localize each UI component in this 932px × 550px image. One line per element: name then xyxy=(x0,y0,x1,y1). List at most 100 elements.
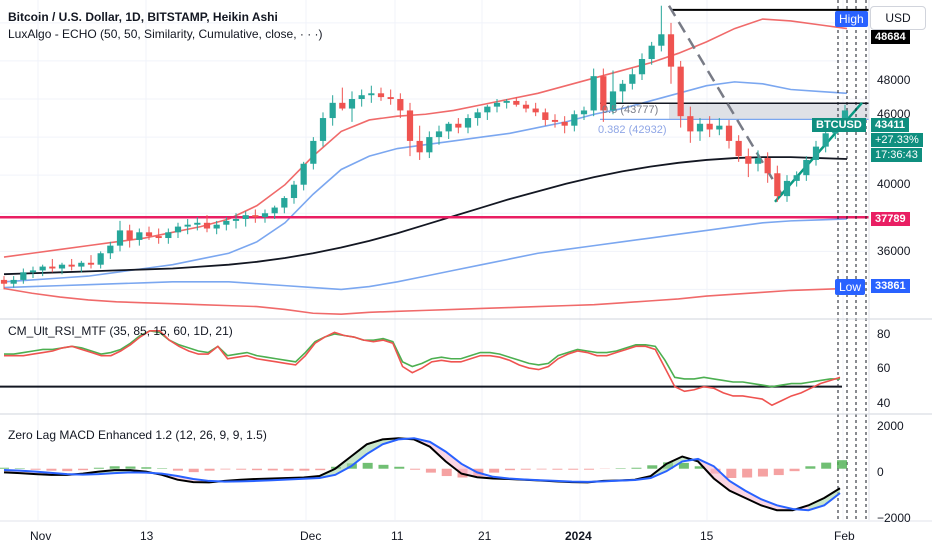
candle-body xyxy=(687,116,694,132)
candle-body xyxy=(764,158,771,174)
candle-body xyxy=(145,232,153,237)
candle-body xyxy=(706,123,713,130)
candle-body xyxy=(503,100,510,103)
candle-body xyxy=(387,97,394,100)
btc-price-tag: 43411 xyxy=(871,118,909,132)
macd-histogram-bar xyxy=(46,468,57,471)
macd-histogram-bar xyxy=(410,468,421,470)
macd-histogram-bar xyxy=(172,468,183,471)
currency-button[interactable]: USD xyxy=(870,6,926,30)
macd-panel-label[interactable]: Zero Lag MACD Enhanced 1.2 (12, 26, 9, 9… xyxy=(8,428,267,442)
price-tick: 48000 xyxy=(877,73,911,87)
high-badge: High xyxy=(835,11,868,27)
macd-histogram-bar xyxy=(394,466,405,469)
candle-body xyxy=(735,140,742,157)
candle-body xyxy=(426,137,433,153)
candle-body xyxy=(300,163,307,185)
candle-body xyxy=(184,224,191,227)
candle-body xyxy=(638,59,646,75)
macd-histogram-bar xyxy=(441,468,452,477)
macd-histogram-bar xyxy=(773,468,784,476)
macd-tick: 0 xyxy=(877,465,884,479)
candle-body xyxy=(107,245,114,254)
macd-black-line xyxy=(3,437,841,512)
macd-histogram-bar xyxy=(299,468,310,471)
time-tick: 13 xyxy=(140,529,154,543)
candle-body xyxy=(358,95,365,100)
macd-fill xyxy=(666,456,683,472)
rsi-red-line xyxy=(4,330,841,407)
horizontal-levels xyxy=(0,0,869,520)
candle-body xyxy=(20,272,27,280)
candle-body xyxy=(242,215,249,219)
fib-05-label: 0.5 (43777) xyxy=(602,104,659,116)
candle-body xyxy=(619,83,626,92)
candle-body xyxy=(136,232,143,240)
candle-body xyxy=(435,131,443,138)
candle-body xyxy=(406,110,414,141)
candle-body xyxy=(416,140,423,153)
time-tick: 21 xyxy=(478,529,492,543)
macd-histogram-bar xyxy=(805,466,816,469)
candle-body xyxy=(629,74,636,84)
macd-histogram-bar xyxy=(378,464,389,469)
macd-histogram-bar xyxy=(141,467,152,469)
candle-body xyxy=(0,279,8,284)
macd-histogram-bar xyxy=(789,468,800,472)
time-tick: Dec xyxy=(300,529,322,543)
low-price-tag: 33861 xyxy=(871,279,910,293)
grid-lines xyxy=(0,0,868,520)
time-tick: 15 xyxy=(700,529,714,543)
candle-body xyxy=(716,125,723,130)
indicator-legend[interactable]: LuxAlgo - ECHO (50, 50, Similarity, Cumu… xyxy=(8,27,323,41)
candle-body xyxy=(484,106,491,113)
price-tick: 40000 xyxy=(877,177,911,191)
macd-histogram-bar xyxy=(694,466,705,469)
fib-zone xyxy=(669,103,869,120)
macd-fill xyxy=(808,498,825,511)
macd-histogram-bar xyxy=(425,468,436,473)
macd-histogram-bar xyxy=(30,468,41,470)
macd-fill xyxy=(729,480,746,499)
macd-fill xyxy=(445,451,462,474)
candle-body xyxy=(571,114,578,126)
candle-body xyxy=(445,123,452,132)
macd-histogram-bar xyxy=(489,468,500,473)
macd-histogram-bar xyxy=(267,468,278,471)
candle-body xyxy=(68,264,75,267)
candle-body xyxy=(319,118,327,141)
candle-body xyxy=(329,102,336,119)
candle-body xyxy=(590,76,597,111)
candle-body xyxy=(368,93,375,96)
macd-histogram-bar xyxy=(204,468,215,471)
macd-histogram-bar xyxy=(631,467,642,469)
candle-body xyxy=(774,173,781,197)
lower-blue-band xyxy=(3,218,848,291)
candle-body xyxy=(126,230,133,240)
macd-histogram-bar xyxy=(726,468,737,478)
macd-histogram-bar xyxy=(93,467,104,469)
candle-body xyxy=(464,118,472,128)
rsi-panel-plot xyxy=(0,330,842,407)
macd-fill xyxy=(351,444,367,467)
candle-body xyxy=(232,218,240,221)
candle-body xyxy=(696,123,704,132)
candle-body xyxy=(600,76,607,111)
candle-body xyxy=(609,91,617,111)
macd-histogram-bar xyxy=(0,467,9,469)
macd-histogram-bar xyxy=(362,462,373,469)
candle-body xyxy=(648,45,655,60)
candle-body xyxy=(677,66,684,117)
macd-fill xyxy=(745,490,762,506)
candle-body xyxy=(87,262,95,265)
rsi-tick: 80 xyxy=(877,327,891,341)
candle-body xyxy=(542,112,549,120)
macd-histogram-bar xyxy=(62,468,73,472)
rsi-panel-label[interactable]: CM_Ult_RSI_MTF (35, 85, 15, 60, 1D, 21) xyxy=(8,324,233,338)
candle-body xyxy=(812,146,820,160)
rsi-tick: 40 xyxy=(877,396,891,410)
candle-body xyxy=(793,175,800,181)
high-price-tag: 48684 xyxy=(871,30,910,44)
rsi-green-line xyxy=(4,330,840,388)
